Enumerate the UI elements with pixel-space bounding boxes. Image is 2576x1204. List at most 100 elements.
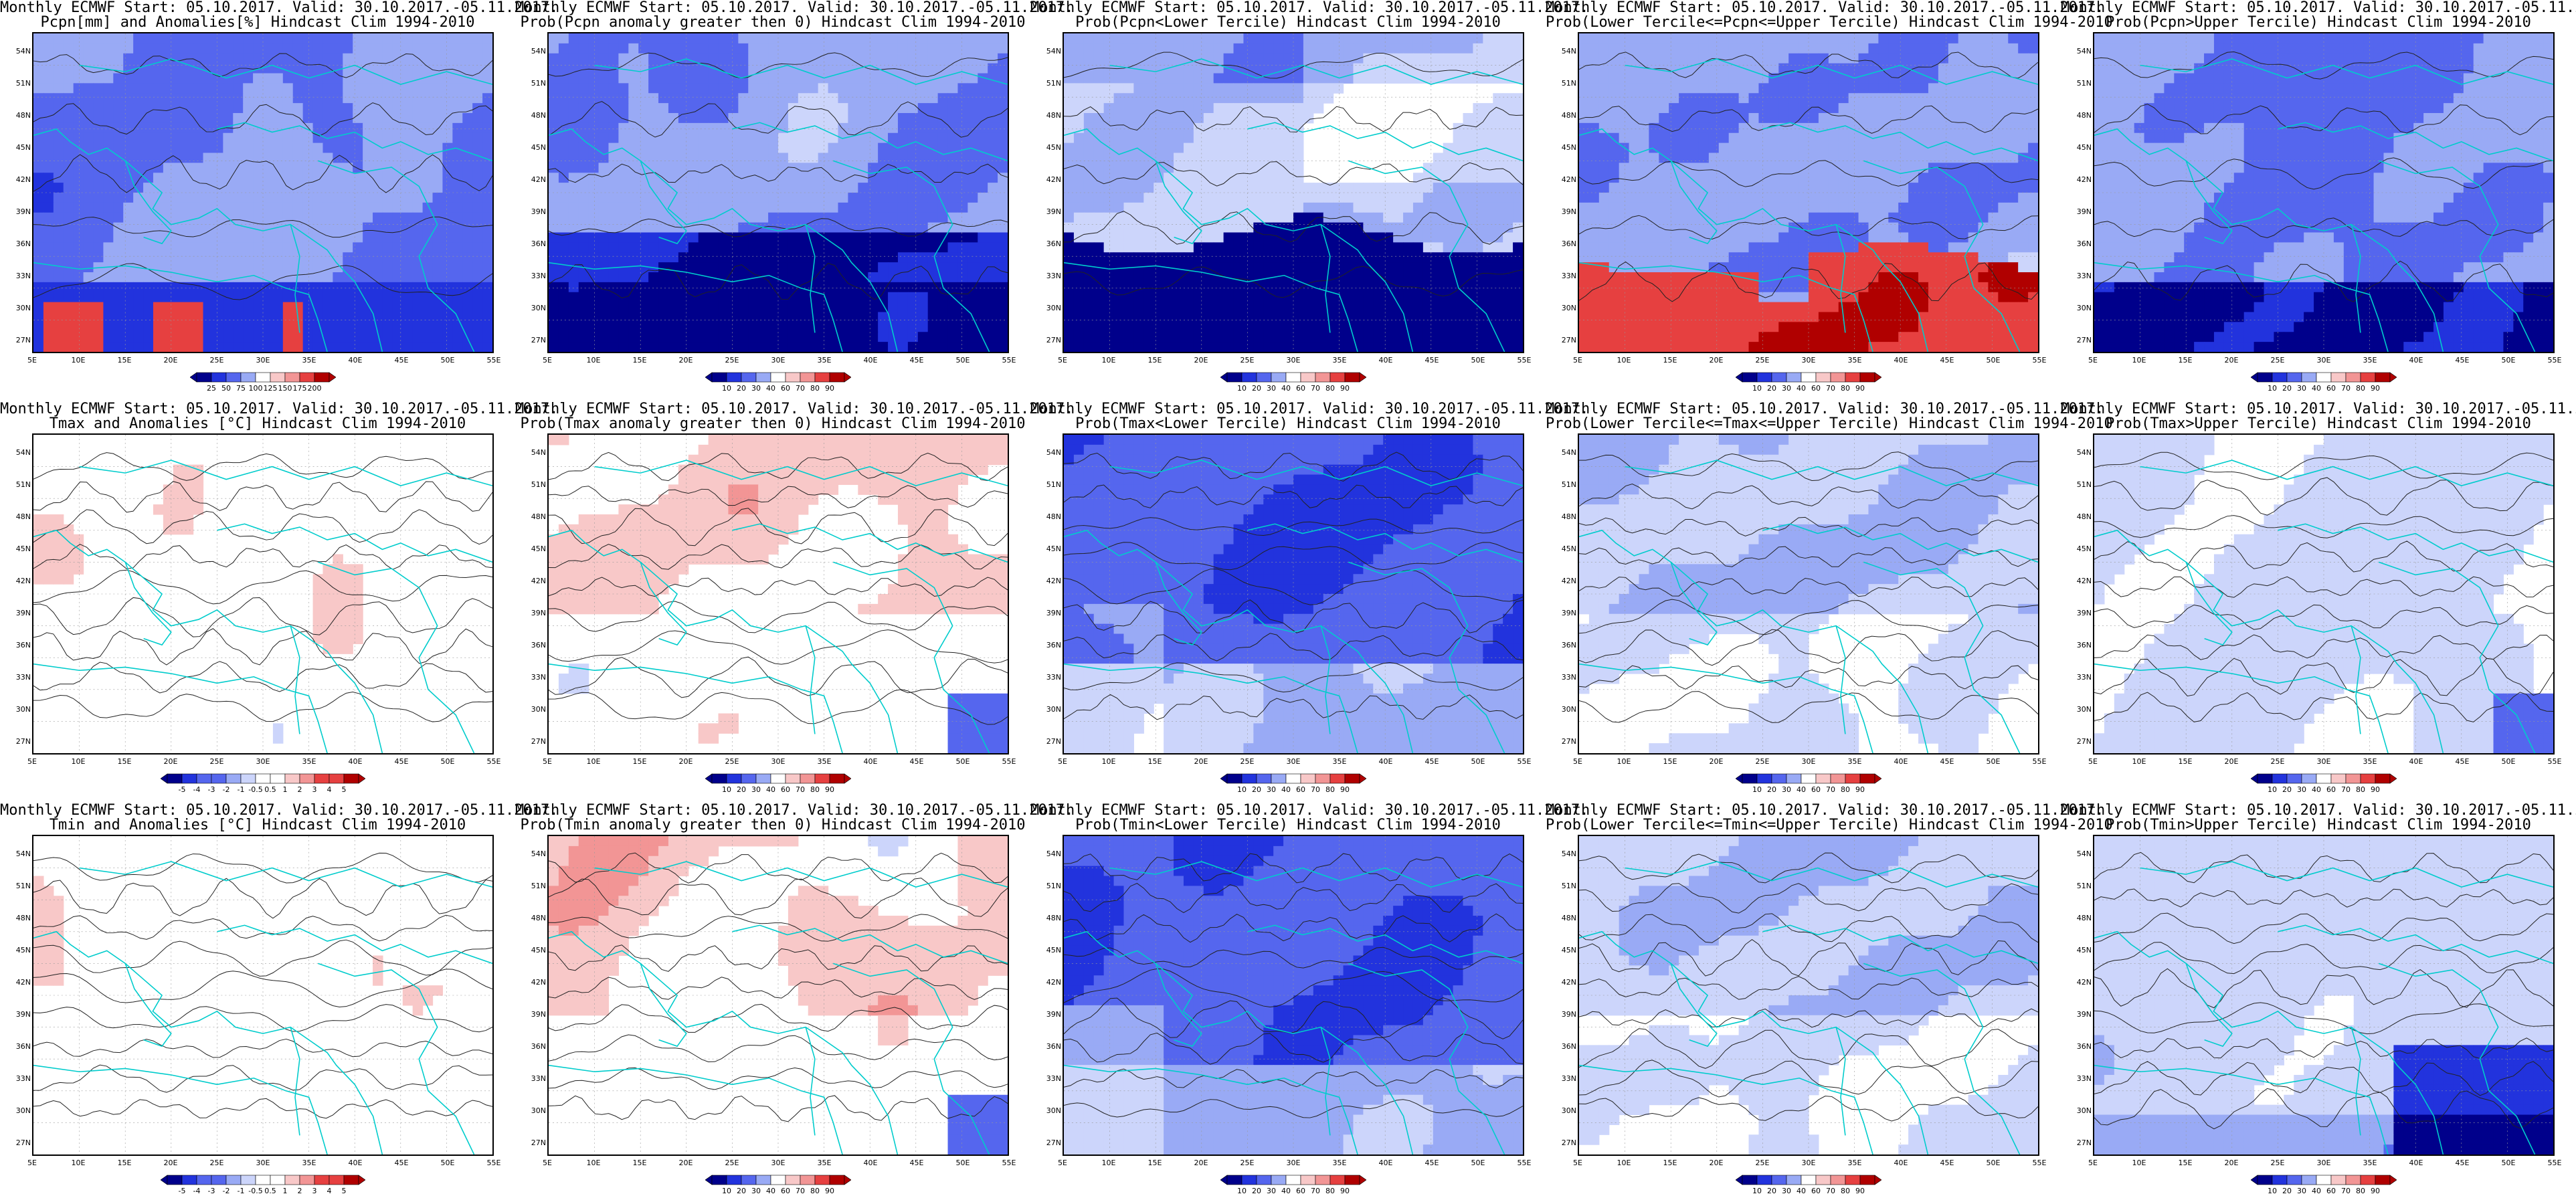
field-cell [193,262,204,273]
field-cell [568,63,579,74]
field-cell [2008,83,2019,94]
field-cell [343,43,353,54]
field-cell [1323,53,1334,64]
field-cell [163,142,174,154]
field-cell [628,342,639,352]
field-cell [638,292,649,303]
field-cell [33,93,44,104]
field-cell [1303,302,1314,313]
field-cell [442,342,453,352]
coastline [79,58,492,85]
field-cell [482,232,492,243]
field-cell [1629,93,1640,104]
field-cell [133,332,144,342]
field-cell [1503,342,1513,352]
field-cell [1313,93,1324,104]
field-cell [828,63,839,74]
field-cell [1748,122,1760,134]
field-cell [1958,113,1969,124]
field-cell [1223,222,1234,233]
field-cell [1483,222,1493,233]
field-cell [1689,113,1699,124]
field-cell [848,142,858,154]
field-cell [858,43,868,54]
field-cell [658,153,669,163]
field-cell [193,252,204,263]
field-cell [828,142,839,154]
field-cell [658,292,669,303]
field-cell [897,232,909,243]
field-cell [272,232,284,243]
field-cell [113,292,124,303]
field-cell [43,153,54,163]
field-cell [1164,193,1174,203]
field-cell [183,183,194,193]
field-cell [243,232,254,243]
field-cell [1203,302,1214,313]
field-cell [907,83,919,94]
field-cell [1073,282,1085,293]
field-cell [442,252,453,263]
field-cell [1483,322,1493,332]
field-cell [1918,83,1929,94]
field-cell [1493,222,1503,233]
field-cell [558,292,569,303]
field-cell [1363,292,1374,303]
field-cell [213,153,223,163]
field-cell [312,122,324,134]
field-cell [598,222,610,233]
field-cell [718,282,729,293]
field-cell [1113,83,1125,94]
field-cell [668,43,679,54]
field-cell [1293,122,1304,134]
field-cell [223,63,234,74]
field-cell [282,302,294,313]
field-cell [263,33,274,44]
field-cell [1778,93,1789,104]
field-cell [33,332,44,342]
field-cell [947,142,959,154]
field-cell [947,183,959,193]
field-cell [223,173,234,183]
field-cell [778,312,789,322]
field-cell [968,232,978,243]
field-cell [1412,212,1424,223]
field-cell [243,173,254,183]
field-cell [243,83,254,94]
field-cell [1183,122,1194,134]
field-cell [1738,122,1750,134]
field-cell [1619,73,1630,84]
field-cell [213,202,223,213]
field-cell [1483,173,1493,183]
field-cell [1649,53,1659,64]
field-cell [213,262,223,273]
field-cell [1313,53,1324,64]
field-cell [1403,43,1414,54]
field-cell [1113,342,1125,352]
field-cell [1493,282,1503,293]
field-cell [1174,33,1184,44]
field-cell [1422,202,1434,213]
field-cell [263,122,274,134]
field-cell [1463,202,1474,213]
field-cell [1373,282,1384,293]
field-cell [402,222,413,233]
field-cell [363,202,373,213]
field-cell [978,302,988,313]
field-cell [698,272,709,283]
field-cell [1154,252,1164,263]
field-cell [422,232,434,243]
field-cell [392,322,403,332]
lon-tick-label: 40E [863,356,878,365]
field-cell [957,212,968,223]
field-cell [1083,113,1095,124]
field-cell [907,312,919,322]
field-cell [373,33,383,44]
field-cell [688,33,699,44]
field-cell [738,33,749,44]
field-cell [698,342,709,352]
field-cell [73,252,84,263]
field-cell [432,272,444,283]
field-cell [1473,153,1483,163]
field-cell [598,122,610,134]
